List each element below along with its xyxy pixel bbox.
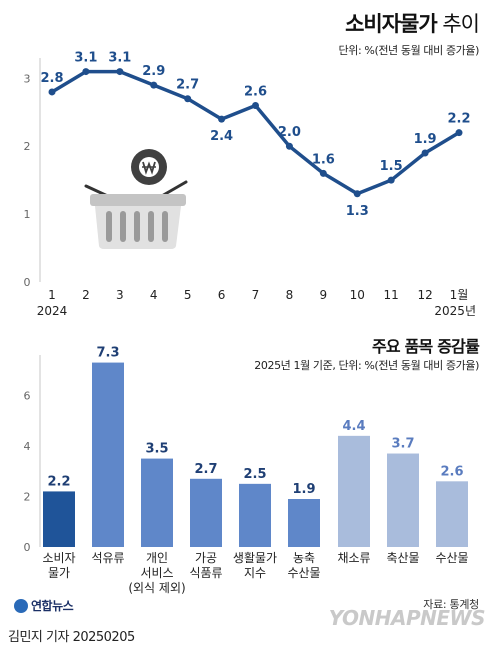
bar-value-label: 7.3 bbox=[96, 346, 119, 361]
y-tick-label: 4 bbox=[24, 440, 31, 453]
bar bbox=[387, 453, 419, 547]
y-tick-label: 2 bbox=[24, 490, 31, 503]
category-label: 소비자 bbox=[42, 551, 75, 565]
category-label: 수산물 bbox=[435, 551, 468, 565]
data-point bbox=[353, 190, 361, 198]
x-tick-label: 9 bbox=[320, 288, 328, 302]
basket-icon bbox=[84, 149, 188, 249]
category-label: 가공 bbox=[195, 551, 217, 565]
data-label: 1.9 bbox=[414, 132, 437, 147]
category-label: 수산물 bbox=[287, 566, 320, 580]
data-label: 2.0 bbox=[278, 125, 301, 140]
bar-chart: 0 2 4 6 2.2 7.3 3.5 2.7 2.5 1.9 4.4 3.7 2.6 소비자물가 석유… bbox=[24, 346, 469, 595]
data-point bbox=[82, 68, 90, 76]
bar-value-label: 2.5 bbox=[243, 467, 266, 482]
data-point bbox=[252, 102, 259, 110]
data-label: 2.2 bbox=[447, 112, 470, 127]
y-tick-label: 1 bbox=[24, 208, 31, 221]
data-point bbox=[421, 149, 429, 157]
data-point bbox=[150, 81, 158, 89]
bar bbox=[141, 458, 173, 547]
x-tick-label: 10 bbox=[350, 288, 365, 302]
category-label: 식품류 bbox=[189, 566, 222, 580]
data-point bbox=[184, 95, 192, 103]
watermark: YONHAPNEWS bbox=[328, 606, 486, 630]
x-tick-label: 1월 bbox=[450, 288, 469, 302]
bar bbox=[92, 362, 124, 547]
bar-value-label: 2.2 bbox=[47, 474, 70, 489]
data-point bbox=[48, 88, 56, 96]
category-label: 개인 bbox=[146, 551, 168, 565]
data-label: 2.9 bbox=[142, 64, 165, 79]
y-tick-label: 6 bbox=[24, 389, 31, 402]
data-label: 1.5 bbox=[380, 159, 403, 174]
chart-unit: 단위: %(전년 동월 대비 증가율) bbox=[338, 44, 480, 57]
y-tick-label: 2 bbox=[24, 140, 31, 153]
data-label: 1.6 bbox=[312, 152, 335, 167]
x-tick-label: 8 bbox=[286, 288, 294, 302]
x-tick-label: 2 bbox=[82, 288, 90, 302]
bar-chart-unit: 2025년 1월 기준, 단위: %(전년 동월 대비 증가율) bbox=[254, 359, 479, 372]
data-point bbox=[455, 129, 463, 137]
y-tick-label: 0 bbox=[24, 276, 31, 289]
data-point bbox=[116, 68, 124, 76]
bar-value-label: 3.7 bbox=[391, 437, 414, 452]
x-tick-label: 6 bbox=[218, 288, 226, 302]
x-tick-label: 4 bbox=[150, 288, 158, 302]
y-tick-label: 3 bbox=[24, 72, 31, 85]
bar-value-label: 2.6 bbox=[440, 464, 463, 479]
data-label: 1.3 bbox=[346, 204, 369, 219]
category-label: 농축 bbox=[293, 551, 315, 565]
reporter-credit: 김민지 기자 20250205 bbox=[8, 630, 135, 645]
x-tick-label: 1 bbox=[48, 288, 56, 302]
data-label: 2.8 bbox=[40, 71, 63, 86]
category-label: (외식 제외) bbox=[128, 581, 185, 595]
y-tick-label: 0 bbox=[24, 541, 31, 554]
x-tick-label: 7 bbox=[252, 288, 260, 302]
bar-value-label: 3.5 bbox=[145, 442, 168, 457]
data-label: 3.1 bbox=[108, 51, 131, 66]
category-label: 생활물가 bbox=[233, 551, 277, 565]
data-point bbox=[285, 142, 293, 150]
data-label: 2.7 bbox=[176, 78, 199, 93]
agency-logo: 연합뉴스 bbox=[14, 597, 74, 614]
bar bbox=[288, 499, 320, 547]
bar bbox=[43, 491, 75, 547]
bar-value-label: 4.4 bbox=[342, 419, 365, 434]
x-tick-label: 5 bbox=[184, 288, 192, 302]
source-label: 자료: 통계청 bbox=[423, 598, 479, 611]
bar bbox=[436, 481, 468, 547]
category-label: 물가 bbox=[48, 566, 70, 580]
category-label: 지수 bbox=[244, 566, 266, 580]
bar-value-label: 2.7 bbox=[194, 462, 217, 477]
category-label: 석유류 bbox=[91, 551, 124, 565]
category-label: 채소류 bbox=[337, 551, 370, 565]
data-label: 2.4 bbox=[210, 129, 233, 144]
category-label: 축산물 bbox=[386, 551, 419, 565]
data-label: 3.1 bbox=[74, 51, 97, 66]
x-tick-label: 12 bbox=[417, 288, 432, 302]
agency-logo-icon bbox=[14, 598, 28, 613]
x-tick-label: 3 bbox=[116, 288, 124, 302]
bar bbox=[239, 483, 271, 547]
bar-chart-title: 주요 품목 증감률 bbox=[372, 337, 480, 356]
x-tick-label: 11 bbox=[384, 288, 399, 302]
bar-value-label: 1.9 bbox=[292, 482, 315, 497]
chart-title: 소비자물가 추이 bbox=[345, 12, 480, 36]
x-group-label-2024: 2024 bbox=[37, 304, 68, 318]
x-group-label-2025: 2025년 bbox=[434, 304, 476, 318]
category-label: 서비스 bbox=[140, 566, 173, 580]
bar bbox=[190, 478, 222, 547]
data-point bbox=[387, 176, 395, 184]
bar bbox=[338, 435, 370, 547]
data-point bbox=[218, 115, 226, 123]
data-point bbox=[319, 169, 327, 177]
data-label: 2.6 bbox=[244, 85, 267, 100]
